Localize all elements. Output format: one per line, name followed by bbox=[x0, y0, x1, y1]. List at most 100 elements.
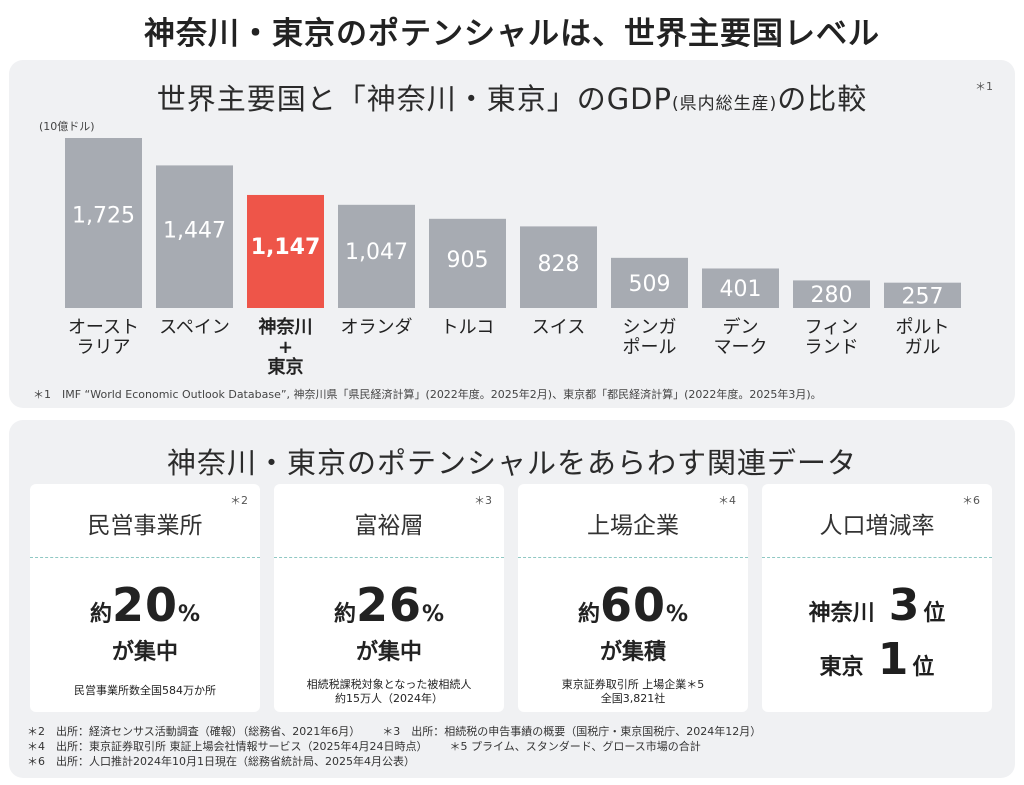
rank-name: 神奈川 bbox=[808, 601, 875, 626]
card-foot-line: 相続税課税対象となった被相続人 bbox=[306, 678, 472, 691]
bar-value-label: 1,147 bbox=[251, 235, 321, 260]
card-divider bbox=[274, 557, 504, 558]
stat-unit: % bbox=[177, 602, 201, 627]
category-label: トルコ bbox=[441, 317, 495, 338]
bar-value-label: 1,725 bbox=[72, 204, 135, 229]
category-label: デン bbox=[723, 317, 759, 338]
rank-unit: 位 bbox=[912, 655, 935, 680]
bar bbox=[884, 282, 961, 308]
rank-unit: 位 bbox=[923, 601, 946, 626]
stat-number: 60 bbox=[599, 578, 666, 632]
bar bbox=[338, 204, 415, 308]
card-wealthy: ＊3 富裕層 約26% が集中 相続税課税対象となった被相続人 約15万人（20… bbox=[274, 484, 504, 712]
category-label: ランド bbox=[805, 337, 859, 358]
section-title: 神奈川・東京のポテンシャルをあらわす関連データ bbox=[166, 446, 857, 480]
card-note-tag: ＊3 bbox=[474, 494, 492, 507]
footnote-4: ＊4 出所：東京証券取引所 東証上場会社情報サービス（2025年4月24日時点） bbox=[27, 740, 428, 753]
category-label: オランダ bbox=[341, 317, 413, 338]
data-footnotes: ＊2 出所：経済センサス活動調査（確報）（総務省、2021年6月） ＊3 出所：相… bbox=[27, 724, 761, 769]
stat-unit: % bbox=[421, 602, 445, 627]
stat-value: 約60% bbox=[518, 578, 748, 632]
card-foot-line: 全国3,821社 bbox=[600, 692, 666, 705]
stat-number: 26 bbox=[355, 578, 422, 632]
category-label: ポルト bbox=[896, 317, 950, 338]
category-label: シンガ bbox=[623, 317, 677, 338]
card-title: 民営事業所 bbox=[87, 513, 203, 539]
bar-value-label: 509 bbox=[629, 272, 671, 297]
card-divider bbox=[762, 557, 992, 558]
card-divider bbox=[518, 557, 748, 558]
footnote-2: ＊2 出所：経済センサス活動調査（確報）（総務省、2021年6月） bbox=[27, 725, 361, 738]
card-note-tag: ＊4 bbox=[718, 494, 736, 507]
rank-number: 3 bbox=[888, 580, 920, 631]
bar bbox=[156, 165, 233, 308]
bar bbox=[520, 226, 597, 308]
bar bbox=[247, 194, 324, 308]
bar bbox=[429, 218, 506, 308]
category-label: 神奈川 bbox=[259, 316, 313, 338]
stat-value: 約26% bbox=[274, 578, 504, 632]
category-label: ガル bbox=[905, 337, 941, 358]
footnote-line: ＊4 出所：東京証券取引所 東証上場会社情報サービス（2025年4月24日時点）… bbox=[27, 739, 761, 754]
bar-value-label: 828 bbox=[538, 252, 580, 277]
bar bbox=[65, 138, 142, 308]
chart-title: 世界主要国と「神奈川・東京」のGDP(県内総生産)の比較 bbox=[9, 76, 1015, 118]
bar-value-label: 401 bbox=[720, 277, 762, 302]
chart-title-main: 世界主要国と「神奈川・東京」のGDP bbox=[156, 82, 672, 116]
card-foot-line: 約15万人（2024年） bbox=[335, 692, 443, 705]
bar-value-label: 280 bbox=[811, 283, 853, 308]
category-label: ポール bbox=[623, 337, 677, 358]
bar bbox=[702, 268, 779, 308]
gdp-chart-panel: 世界主要国と「神奈川・東京」のGDP(県内総生産)の比較 ＊1 (10億ドル) 1… bbox=[9, 60, 1015, 408]
chart-title-paren: (県内総生産) bbox=[672, 94, 778, 114]
footnote-line: ＊2 出所：経済センサス活動調査（確報）（総務省、2021年6月） ＊3 出所：相… bbox=[27, 724, 761, 739]
category-label: ラリア bbox=[77, 337, 131, 358]
bar-value-label: 1,047 bbox=[345, 240, 408, 265]
rank-name: 東京 bbox=[819, 655, 864, 680]
rank-row-kanagawa: 神奈川 3 位 bbox=[762, 580, 992, 631]
category-label: マーク bbox=[714, 337, 768, 358]
card-listed-companies: ＊4 上場企業 約60% が集積 東京証券取引所 上場企業＊5 全国3,821社 bbox=[518, 484, 748, 712]
card-divider bbox=[30, 557, 260, 558]
unit-label: (10億ドル) bbox=[39, 120, 95, 133]
card-population-change: ＊6 人口増減率 神奈川 3 位 東京 1 位 bbox=[762, 484, 992, 712]
category-label: + bbox=[278, 337, 293, 358]
rank-number: 1 bbox=[877, 634, 909, 685]
bar-value-label: 905 bbox=[447, 248, 489, 273]
card-foot-line: 東京証券取引所 上場企業＊5 bbox=[561, 678, 705, 691]
main-title: 神奈川・東京のポテンシャルは、世界主要国レベル bbox=[144, 16, 880, 52]
stat-prefix: 約 bbox=[577, 602, 600, 627]
footnote-6: ＊6 出所：人口推計2024年10月1日現在（総務省統計局、2025年4月公表） bbox=[27, 755, 415, 768]
bar-value-label: 1,447 bbox=[163, 219, 226, 244]
rank-row-tokyo: 東京 1 位 bbox=[762, 634, 992, 685]
category-label: フィン bbox=[805, 317, 859, 338]
card-foot-line: 民営事業所数全国584万か所 bbox=[74, 684, 216, 697]
card-note-tag: ＊6 bbox=[962, 494, 980, 507]
chart-note-tag: ＊1 bbox=[975, 80, 993, 93]
bar bbox=[611, 257, 688, 308]
category-label: スイス bbox=[532, 317, 585, 338]
stat-number: 20 bbox=[111, 578, 178, 632]
bar-value-label: 257 bbox=[902, 284, 944, 309]
footnote-5: ＊5 プライム、スタンダード、グロース市場の合計 bbox=[449, 740, 701, 753]
category-label: オースト bbox=[68, 317, 139, 338]
card-footnote: 相続税課税対象となった被相続人 約15万人（2024年） bbox=[274, 678, 504, 706]
chart-footnote: ＊1 IMF “World Economic Outlook Database”… bbox=[33, 388, 822, 401]
stat-caption: が集中 bbox=[111, 640, 178, 665]
related-data-panel: 神奈川・東京のポテンシャルをあらわす関連データ ＊2 民営事業所 約20% が集… bbox=[9, 420, 1015, 778]
stat-prefix: 約 bbox=[89, 602, 112, 627]
stat-prefix: 約 bbox=[333, 602, 356, 627]
footnote-3: ＊3 出所：相続税の申告事績の概要（国税庁・東京国税庁、2024年12月） bbox=[382, 725, 762, 738]
card-note-tag: ＊2 bbox=[230, 494, 248, 507]
stat-caption: が集中 bbox=[355, 640, 422, 665]
card-title: 上場企業 bbox=[587, 513, 679, 539]
card-title: 人口増減率 bbox=[819, 513, 935, 539]
card-title: 富裕層 bbox=[354, 513, 424, 539]
card-footnote: 民営事業所数全国584万か所 bbox=[30, 684, 260, 698]
bar bbox=[793, 280, 870, 308]
stat-value: 約20% bbox=[30, 578, 260, 632]
chart-title-tail: の比較 bbox=[777, 82, 868, 116]
card-footnote: 東京証券取引所 上場企業＊5 全国3,821社 bbox=[518, 678, 748, 706]
stat-unit: % bbox=[665, 602, 689, 627]
